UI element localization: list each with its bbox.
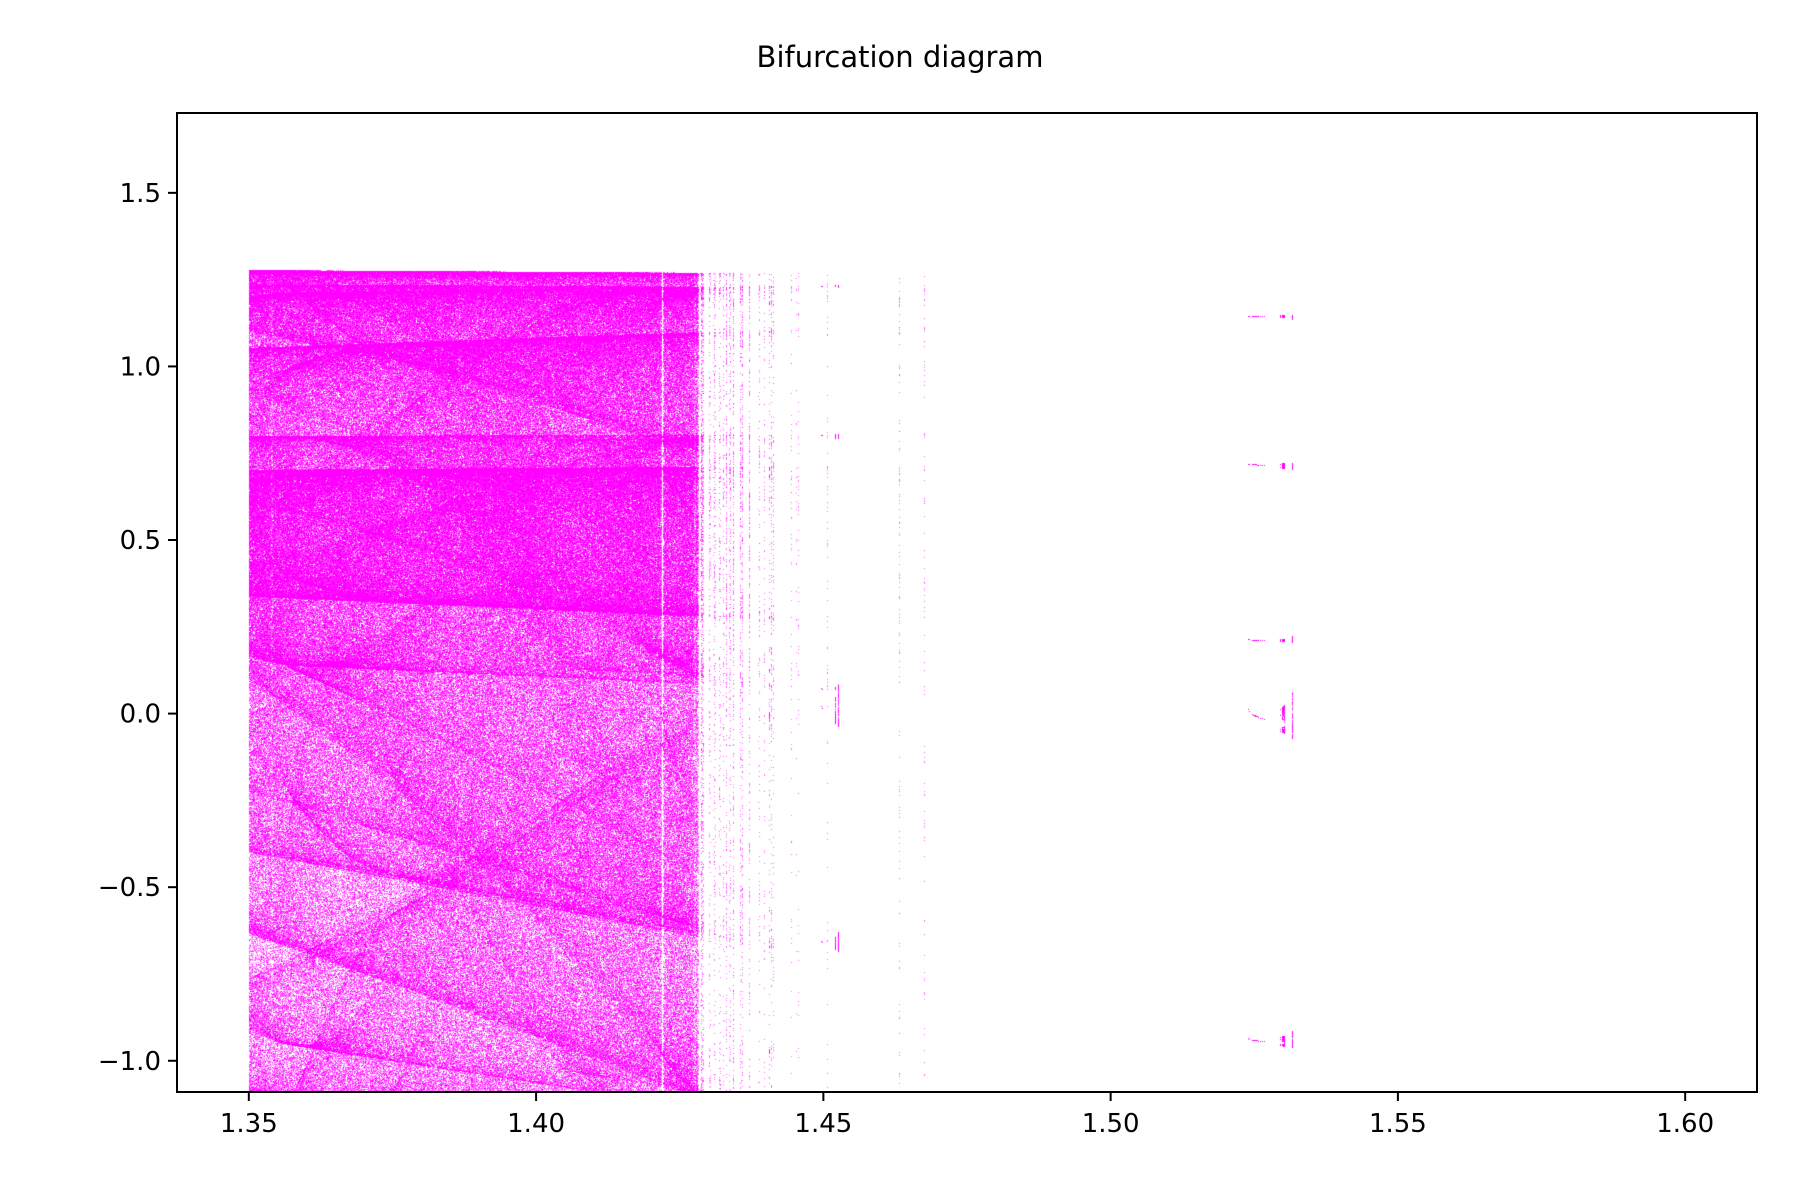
y-tick-label: −0.5 xyxy=(98,873,161,903)
y-tick-label: 0.5 xyxy=(120,526,161,556)
x-tick-label: 1.40 xyxy=(507,1109,565,1139)
x-axis: 1.35 1.40 1.45 1.50 1.55 1.60 xyxy=(220,1092,1714,1139)
y-tick-label: 0.0 xyxy=(120,700,161,730)
x-tick-label: 1.60 xyxy=(1656,1109,1714,1139)
y-tick-label: 1.0 xyxy=(120,352,161,382)
chart-title: Bifurcation diagram xyxy=(756,40,1044,74)
x-tick-label: 1.50 xyxy=(1082,1109,1140,1139)
bifurcation-point-cloud xyxy=(177,113,1757,1092)
x-tick-label: 1.35 xyxy=(220,1109,278,1139)
y-axis: −1.0 −0.5 0.0 0.5 1.0 1.5 xyxy=(98,179,177,1077)
x-tick-label: 1.45 xyxy=(794,1109,852,1139)
plot-frame xyxy=(176,112,1758,1093)
y-tick-label: 1.5 xyxy=(120,179,161,209)
x-tick-label: 1.55 xyxy=(1369,1109,1427,1139)
y-tick-label: −1.0 xyxy=(98,1047,161,1077)
